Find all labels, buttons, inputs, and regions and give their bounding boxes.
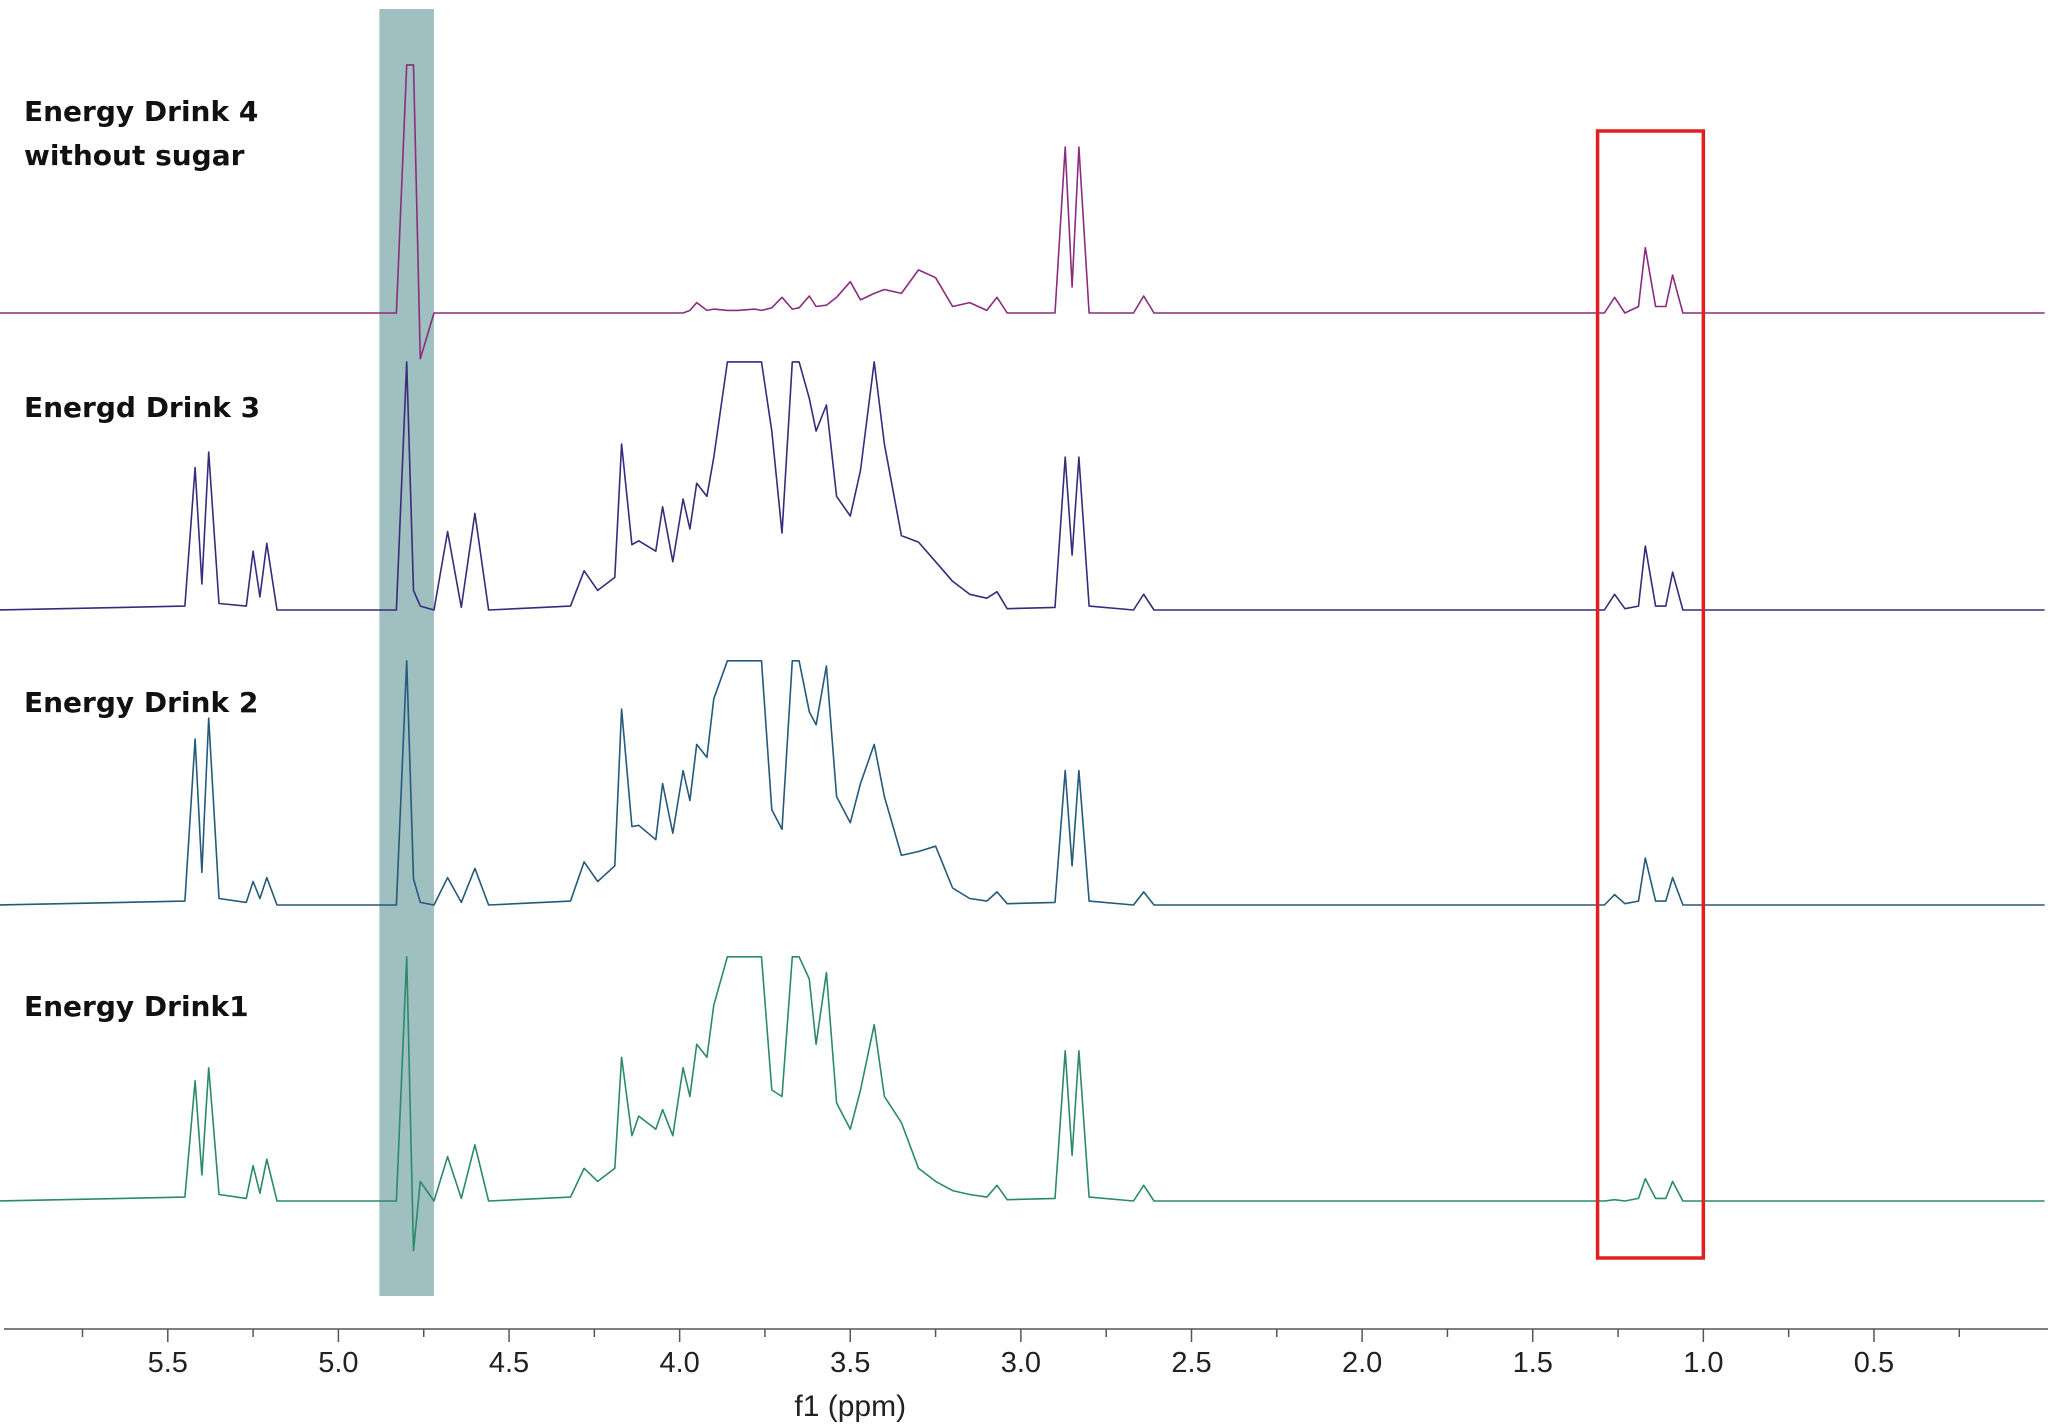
- x-tick-label: 3.5: [830, 1347, 870, 1379]
- spectrum-line: [0, 955, 2045, 1252]
- spectrum-label: Energy Drink1: [24, 990, 249, 1023]
- x-tick-label: 0.5: [1854, 1347, 1894, 1379]
- spectrum-label: Energy Drink 4 without sugar: [24, 95, 259, 172]
- x-axis-label: f1 (ppm): [794, 1390, 906, 1423]
- x-tick-label: 2.0: [1342, 1347, 1382, 1379]
- x-tick-label: 1.5: [1513, 1347, 1553, 1379]
- spectrum-line: [0, 64, 2045, 360]
- spectrum-label: Energy Drink 2: [24, 686, 259, 719]
- x-tick-label: 2.5: [1171, 1347, 1211, 1379]
- x-tick-label: 5.5: [148, 1347, 188, 1379]
- highlight-box: [1595, 129, 1706, 1260]
- x-tick-label: 1.0: [1683, 1347, 1723, 1379]
- spectrum-label: Energd Drink 3: [24, 391, 261, 424]
- spectrum-line: [0, 361, 2045, 611]
- x-tick-label: 3.0: [1001, 1347, 1041, 1379]
- x-tick-label: 5.0: [318, 1347, 358, 1379]
- spectrum-line: [0, 659, 2045, 906]
- x-tick-label: 4.5: [489, 1347, 529, 1379]
- highlight-band: [379, 9, 434, 1296]
- x-tick-label: 4.0: [659, 1347, 699, 1379]
